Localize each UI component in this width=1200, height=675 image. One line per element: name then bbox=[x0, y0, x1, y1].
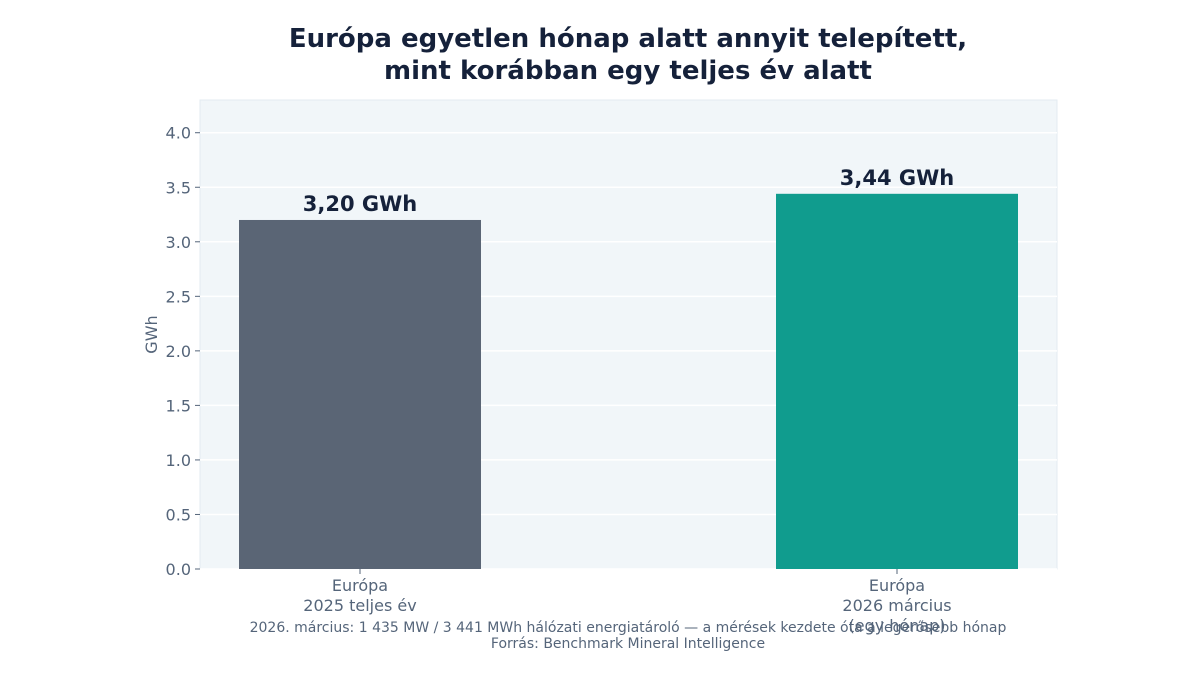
bars bbox=[239, 193, 1018, 570]
y-tick-label: 2.5 bbox=[166, 287, 191, 306]
data-labels: 3,20 GWh 3,44 GWh bbox=[303, 166, 954, 216]
bar-value-label: 3,44 GWh bbox=[840, 166, 954, 190]
y-tick-label: 0.0 bbox=[166, 560, 191, 579]
bar-2 bbox=[776, 193, 1018, 570]
y-tick-label: 1.0 bbox=[166, 451, 191, 470]
x-tick-label: Európa bbox=[869, 576, 925, 595]
x-tick-label: Európa bbox=[332, 576, 388, 595]
y-tick-label: 2.0 bbox=[166, 342, 191, 361]
chart-title-line: Európa egyetlen hónap alatt annyit telep… bbox=[289, 24, 967, 54]
y-tick-label: 4.0 bbox=[166, 124, 191, 143]
chart-title-line: mint korábban egy teljes év alatt bbox=[384, 56, 872, 86]
bar-value-label: 3,20 GWh bbox=[303, 192, 417, 216]
y-tick-label: 1.5 bbox=[166, 396, 191, 415]
y-axis-label: GWh bbox=[142, 315, 161, 353]
x-tick-label: 2026 március bbox=[842, 596, 951, 615]
x-tick-label: 2025 teljes év bbox=[303, 596, 416, 615]
y-tick-label: 0.5 bbox=[166, 505, 191, 524]
footer-source: Forrás: Benchmark Mineral Intelligence bbox=[491, 636, 765, 652]
chart-title: Európa egyetlen hónap alatt annyit telep… bbox=[289, 24, 967, 86]
y-tick-label: 3.0 bbox=[166, 233, 191, 252]
x-tick-label: (egy hónap) bbox=[848, 616, 945, 635]
footer-note: 2026. március: 1 435 MW / 3 441 MWh háló… bbox=[250, 620, 1007, 636]
y-tick-label: 3.5 bbox=[166, 178, 191, 197]
bar-1 bbox=[239, 219, 481, 569]
y-axis: 0.0 0.5 1.0 1.5 2.0 2.5 3.0 3.5 4.0 bbox=[166, 124, 200, 579]
